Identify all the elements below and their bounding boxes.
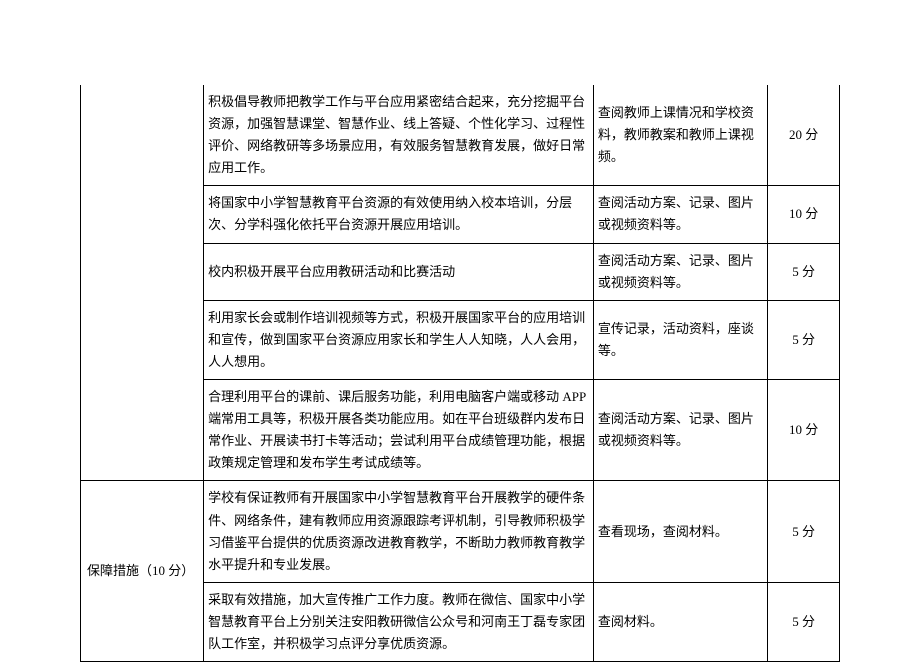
score-cell: 5 分: [768, 243, 840, 300]
criteria-table: 积极倡导教师把教学工作与平台应用紧密结合起来，充分挖掘平台资源，加强智慧课堂、智…: [80, 85, 840, 662]
desc-cell: 合理利用平台的课前、课后服务功能，利用电脑客户端或移动 APP 端常用工具等，积…: [204, 380, 594, 481]
page-container: 积极倡导教师把教学工作与平台应用紧密结合起来，充分挖掘平台资源，加强智慧课堂、智…: [0, 0, 920, 651]
evidence-cell: 查阅活动方案、记录、图片或视频资料等。: [593, 380, 767, 481]
score-cell: 10 分: [768, 380, 840, 481]
score-cell: 20 分: [768, 85, 840, 186]
desc-cell: 采取有效措施，加大宣传推广工作力度。教师在微信、国家中小学智慧教育平台上分别关注…: [204, 582, 594, 661]
evidence-cell: 查阅教师上课情况和学校资料，教师教案和教师上课视频。: [593, 85, 767, 186]
category-cell: 保障措施（10 分）: [81, 481, 204, 662]
score-cell: 5 分: [768, 300, 840, 379]
score-cell: 5 分: [768, 582, 840, 661]
evidence-cell: 宣传记录，活动资料，座谈等。: [593, 300, 767, 379]
desc-cell: 积极倡导教师把教学工作与平台应用紧密结合起来，充分挖掘平台资源，加强智慧课堂、智…: [204, 85, 594, 186]
desc-cell: 学校有保证教师有开展国家中小学智慧教育平台开展教学的硬件条件、网络条件，建有教师…: [204, 481, 594, 582]
evidence-cell: 查阅活动方案、记录、图片或视频资料等。: [593, 186, 767, 243]
desc-cell: 将国家中小学智慧教育平台资源的有效使用纳入校本培训，分层次、分学科强化依托平台资…: [204, 186, 594, 243]
evidence-cell: 查阅材料。: [593, 582, 767, 661]
evidence-cell: 查看现场，查阅材料。: [593, 481, 767, 582]
desc-cell: 利用家长会或制作培训视频等方式，积极开展国家平台的应用培训和宣传，做到国家平台资…: [204, 300, 594, 379]
evidence-cell: 查阅活动方案、记录、图片或视频资料等。: [593, 243, 767, 300]
desc-cell: 校内积极开展平台应用教研活动和比赛活动: [204, 243, 594, 300]
table-row: 保障措施（10 分） 学校有保证教师有开展国家中小学智慧教育平台开展教学的硬件条…: [81, 481, 840, 582]
score-cell: 5 分: [768, 481, 840, 582]
category-cell: [81, 85, 204, 481]
score-cell: 10 分: [768, 186, 840, 243]
table-row: 积极倡导教师把教学工作与平台应用紧密结合起来，充分挖掘平台资源，加强智慧课堂、智…: [81, 85, 840, 186]
